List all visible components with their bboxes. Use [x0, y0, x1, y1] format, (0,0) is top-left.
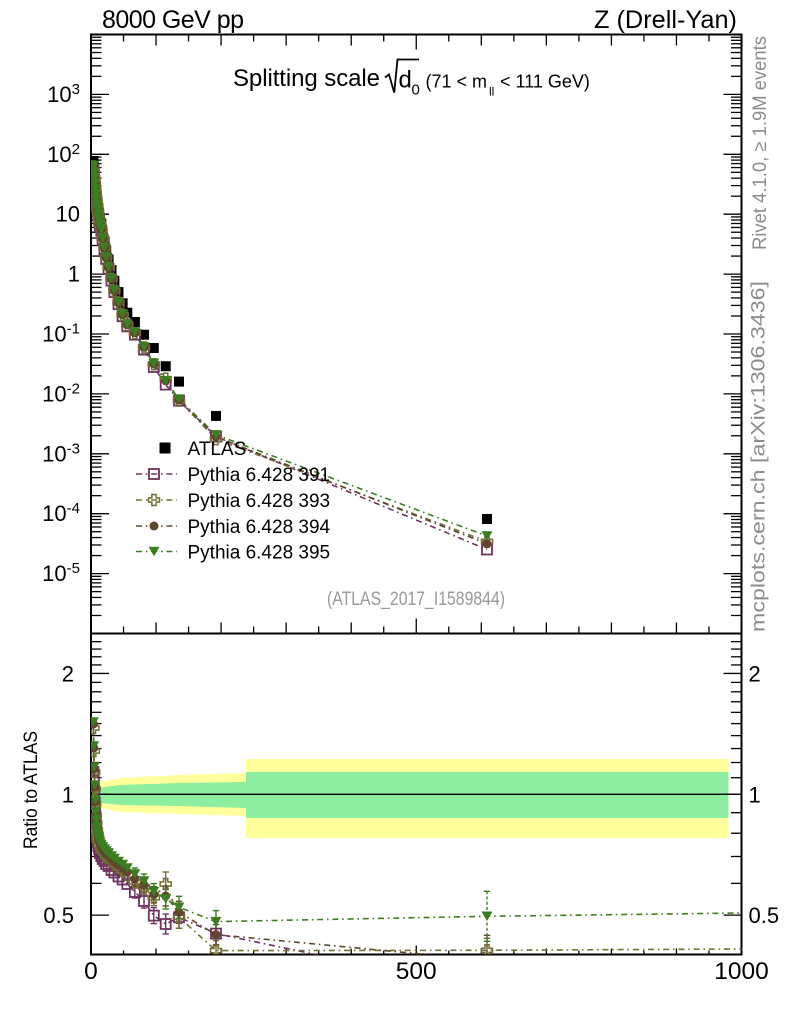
svg-text:0: 0	[84, 958, 98, 985]
svg-text:d: d	[399, 67, 412, 94]
svg-text:< 111 GeV): < 111 GeV)	[495, 72, 590, 92]
svg-text:ATLAS: ATLAS	[188, 439, 247, 460]
svg-text:ll: ll	[489, 85, 494, 99]
svg-text:(71 < m: (71 < m	[426, 72, 488, 92]
svg-text:1: 1	[749, 782, 761, 807]
svg-text:mcplots.cern.ch [arXiv:1306.34: mcplots.cern.ch [arXiv:1306.3436]	[749, 281, 770, 632]
svg-text:Pythia 6.428 393: Pythia 6.428 393	[188, 491, 331, 512]
svg-text:500: 500	[396, 958, 437, 985]
svg-text:Ratio to ATLAS: Ratio to ATLAS	[21, 731, 42, 849]
svg-text:Splitting scale: Splitting scale	[233, 65, 380, 92]
svg-text:Pythia 6.428 395: Pythia 6.428 395	[188, 543, 331, 564]
svg-text:0.5: 0.5	[43, 903, 74, 928]
svg-text:1: 1	[62, 782, 74, 807]
svg-text:Pythia 6.428 394: Pythia 6.428 394	[188, 517, 331, 538]
svg-text:0: 0	[412, 82, 420, 99]
svg-text:0.5: 0.5	[749, 903, 780, 928]
svg-text:10-2: 10-2	[42, 380, 80, 406]
svg-text:2: 2	[62, 661, 74, 686]
svg-text:Rivet 4.1.0, ≥ 1.9M events: Rivet 4.1.0, ≥ 1.9M events	[750, 36, 771, 250]
svg-text:8000 GeV pp: 8000 GeV pp	[102, 6, 244, 34]
svg-text:Pythia 6.428 391: Pythia 6.428 391	[188, 465, 331, 486]
svg-text:(ATLAS_2017_I1589844): (ATLAS_2017_I1589844)	[327, 589, 505, 610]
svg-text:Z (Drell-Yan): Z (Drell-Yan)	[594, 6, 737, 34]
svg-text:2: 2	[749, 661, 761, 686]
svg-text:1: 1	[68, 262, 80, 287]
svg-text:1000: 1000	[714, 958, 769, 985]
svg-text:10: 10	[56, 202, 80, 227]
